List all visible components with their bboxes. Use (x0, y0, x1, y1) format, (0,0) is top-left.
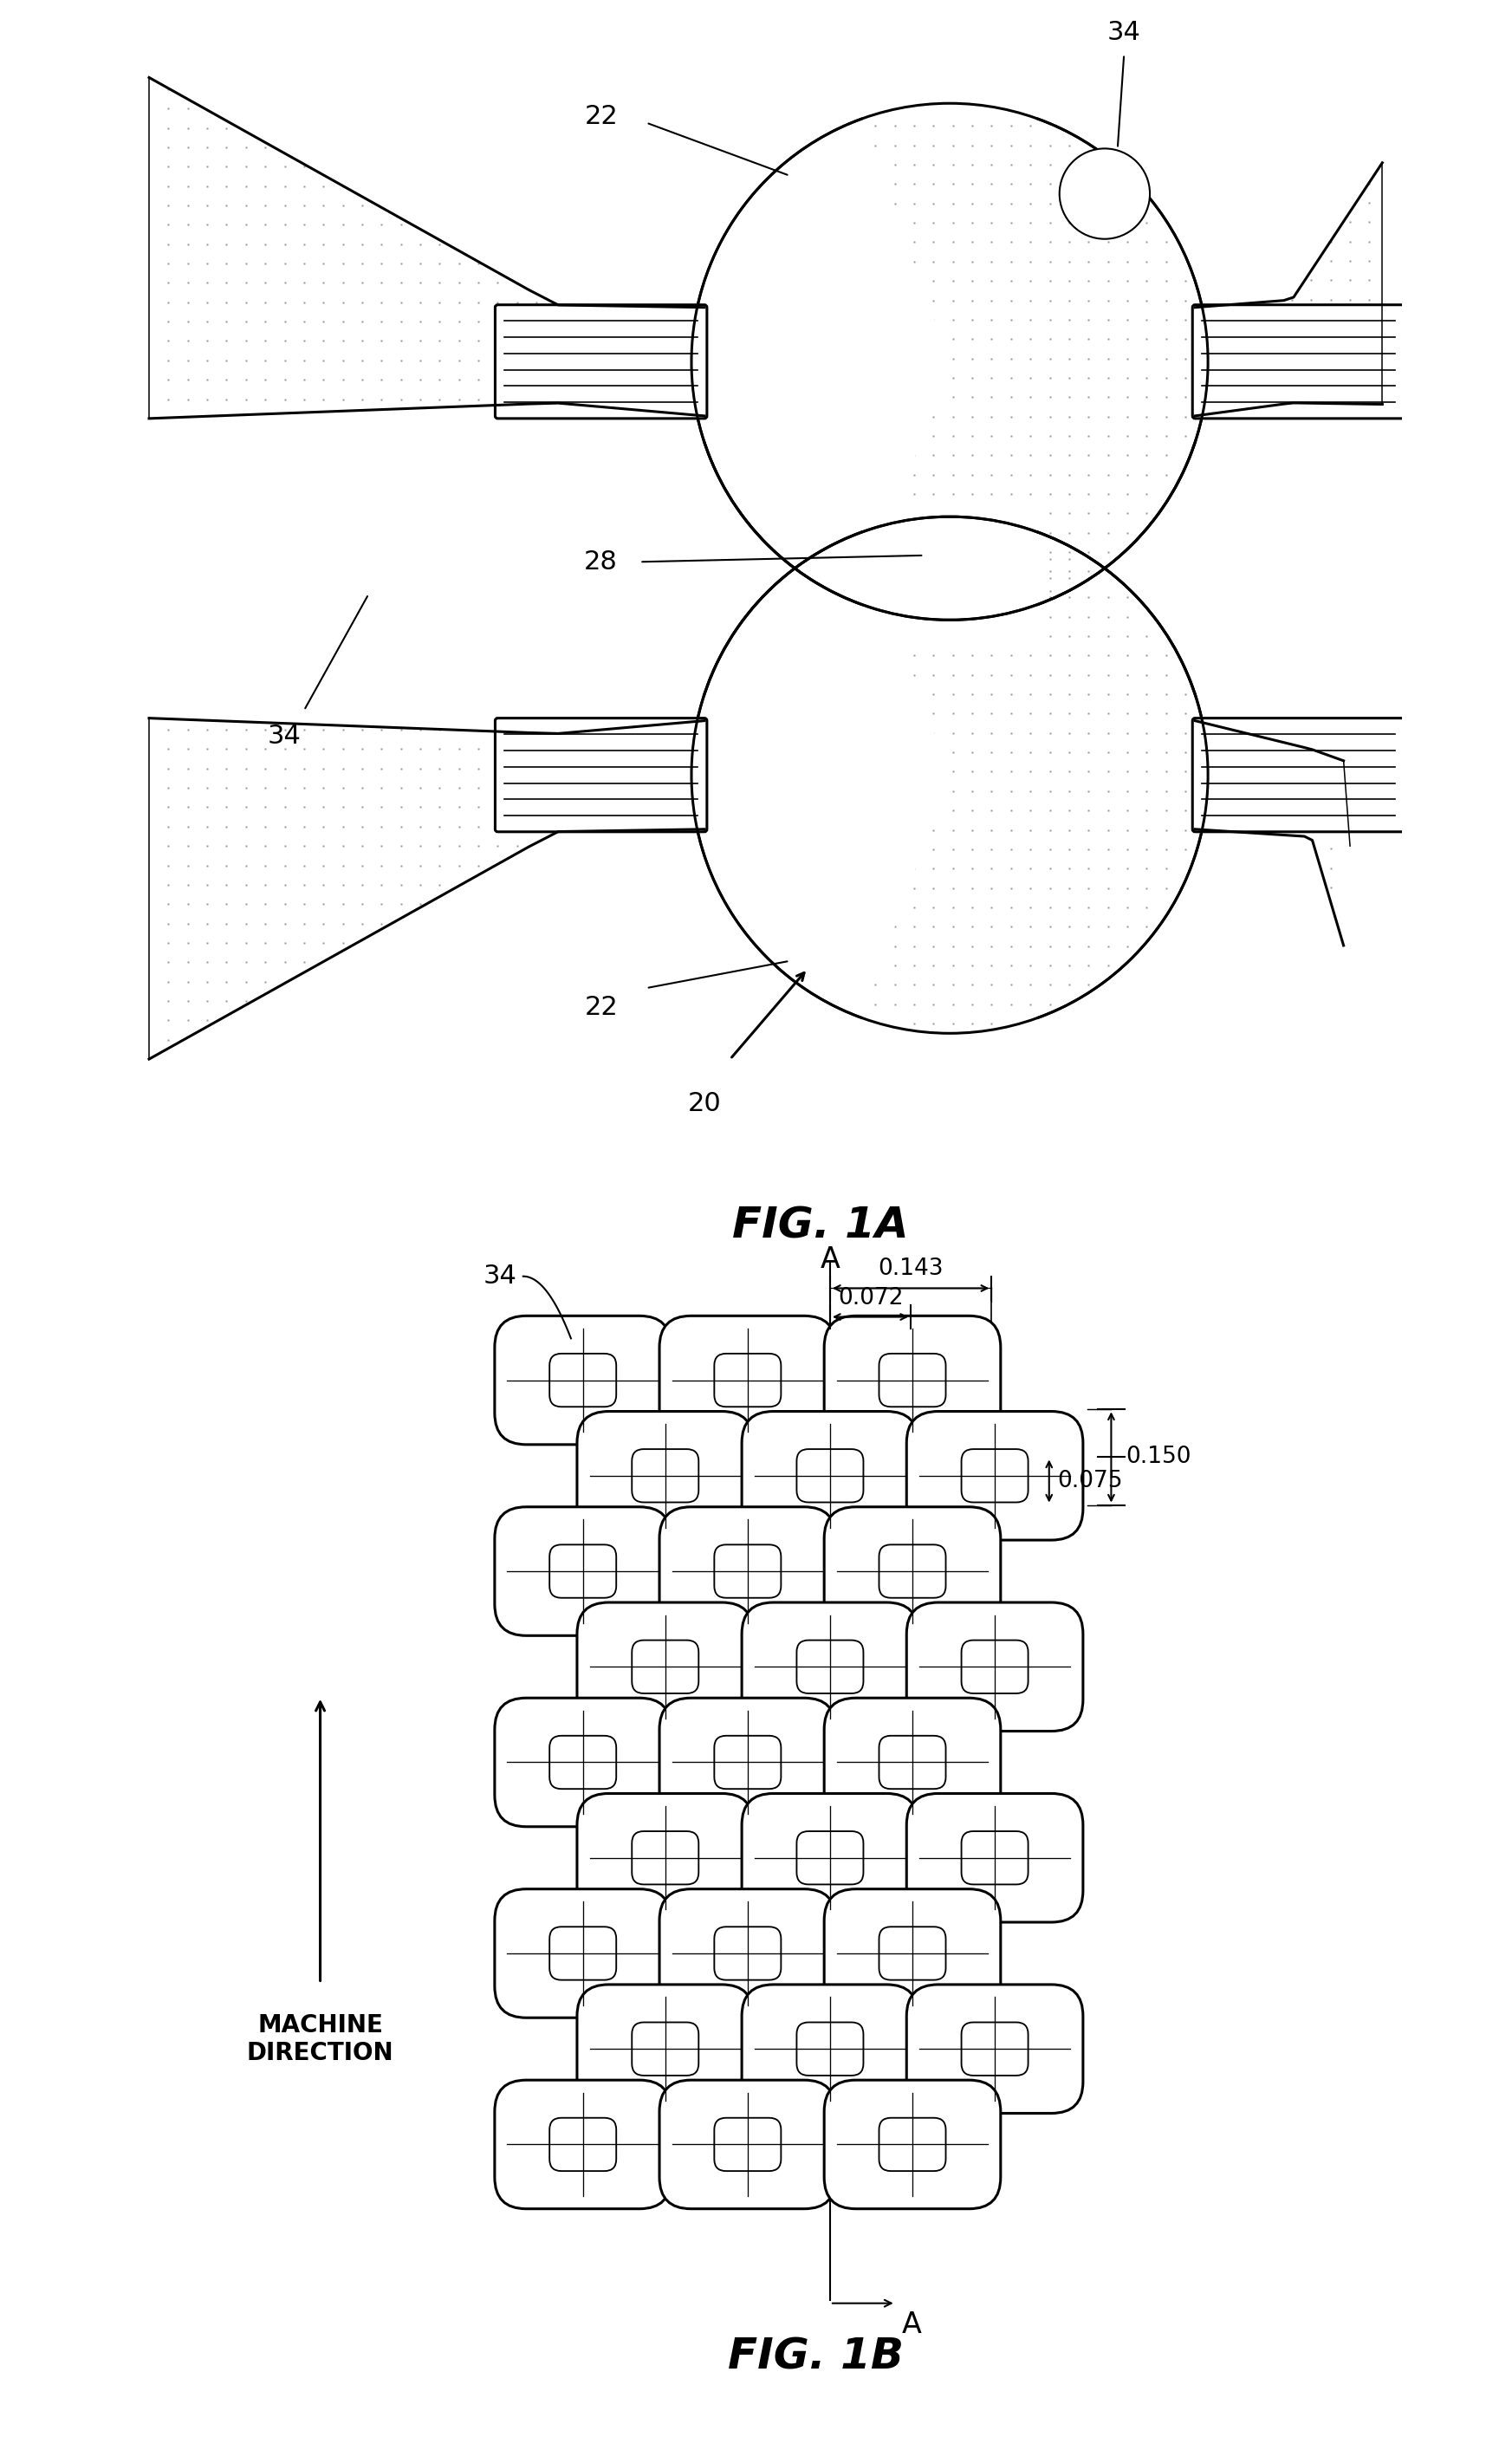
FancyBboxPatch shape (742, 1411, 918, 1540)
FancyBboxPatch shape (907, 1411, 1083, 1540)
FancyBboxPatch shape (878, 1928, 947, 1979)
FancyBboxPatch shape (824, 2081, 1001, 2208)
FancyBboxPatch shape (714, 1928, 782, 1979)
FancyBboxPatch shape (632, 1830, 699, 1884)
Text: 0.072: 0.072 (838, 1287, 903, 1309)
FancyBboxPatch shape (878, 1353, 947, 1406)
FancyBboxPatch shape (659, 1506, 836, 1635)
FancyBboxPatch shape (797, 1830, 863, 1884)
FancyBboxPatch shape (494, 1699, 671, 1828)
Wedge shape (694, 122, 950, 602)
FancyBboxPatch shape (632, 2023, 699, 2076)
FancyBboxPatch shape (632, 1450, 699, 1501)
FancyBboxPatch shape (742, 1984, 918, 2113)
FancyBboxPatch shape (578, 1604, 753, 1730)
FancyBboxPatch shape (824, 1316, 1001, 1445)
FancyBboxPatch shape (632, 1640, 699, 1694)
Text: FIG. 1B: FIG. 1B (727, 2335, 904, 2379)
Text: 0.143: 0.143 (878, 1257, 943, 1279)
Text: FIG. 1A: FIG. 1A (732, 1204, 909, 1245)
Text: 0.075: 0.075 (1057, 1470, 1123, 1491)
FancyBboxPatch shape (659, 1699, 836, 1828)
Text: 34: 34 (1107, 19, 1142, 44)
FancyBboxPatch shape (659, 2081, 836, 2208)
FancyBboxPatch shape (494, 305, 708, 419)
FancyBboxPatch shape (549, 1735, 617, 1789)
FancyBboxPatch shape (494, 719, 708, 831)
FancyBboxPatch shape (824, 1699, 1001, 1828)
FancyBboxPatch shape (714, 1545, 782, 1599)
FancyBboxPatch shape (659, 1316, 836, 1445)
FancyBboxPatch shape (962, 2023, 1028, 2076)
Text: MACHINE
DIRECTION: MACHINE DIRECTION (246, 2013, 393, 2067)
FancyBboxPatch shape (714, 2118, 782, 2171)
FancyBboxPatch shape (578, 1984, 753, 2113)
FancyBboxPatch shape (494, 1316, 671, 1445)
FancyBboxPatch shape (824, 1889, 1001, 2018)
FancyBboxPatch shape (659, 1889, 836, 2018)
Circle shape (1060, 149, 1149, 239)
FancyBboxPatch shape (962, 1830, 1028, 1884)
Text: 34: 34 (268, 724, 301, 748)
FancyBboxPatch shape (578, 1411, 753, 1540)
Text: 0.150: 0.150 (1125, 1445, 1191, 1470)
Text: A: A (820, 1245, 841, 1275)
FancyBboxPatch shape (907, 1794, 1083, 1923)
FancyBboxPatch shape (797, 1450, 863, 1501)
FancyBboxPatch shape (878, 1545, 947, 1599)
FancyBboxPatch shape (714, 1735, 782, 1789)
Circle shape (691, 102, 1208, 619)
Text: A: A (901, 2310, 921, 2340)
FancyBboxPatch shape (824, 1506, 1001, 1635)
FancyBboxPatch shape (907, 1604, 1083, 1730)
FancyBboxPatch shape (494, 1889, 671, 2018)
FancyBboxPatch shape (742, 1604, 918, 1730)
FancyBboxPatch shape (797, 1640, 863, 1694)
FancyBboxPatch shape (714, 1353, 782, 1406)
FancyBboxPatch shape (859, 497, 1040, 638)
Polygon shape (150, 78, 705, 419)
FancyBboxPatch shape (878, 1735, 947, 1789)
FancyBboxPatch shape (549, 1353, 617, 1406)
FancyBboxPatch shape (962, 1640, 1028, 1694)
Text: 34: 34 (484, 1265, 517, 1289)
Polygon shape (150, 719, 705, 1060)
FancyBboxPatch shape (494, 1506, 671, 1635)
FancyBboxPatch shape (1193, 719, 1405, 831)
FancyBboxPatch shape (797, 2023, 863, 2076)
FancyBboxPatch shape (578, 1794, 753, 1923)
Text: 28: 28 (584, 548, 618, 575)
FancyBboxPatch shape (549, 1928, 617, 1979)
FancyBboxPatch shape (494, 2081, 671, 2208)
FancyBboxPatch shape (907, 1984, 1083, 2113)
Text: 22: 22 (584, 105, 618, 129)
Circle shape (691, 517, 1208, 1033)
Polygon shape (1194, 163, 1382, 417)
FancyBboxPatch shape (549, 1545, 617, 1599)
FancyBboxPatch shape (878, 2118, 947, 2171)
Polygon shape (1194, 721, 1344, 946)
FancyBboxPatch shape (549, 2118, 617, 2171)
FancyBboxPatch shape (1193, 305, 1405, 419)
Wedge shape (694, 534, 950, 1016)
Text: 20: 20 (688, 1092, 721, 1116)
FancyBboxPatch shape (962, 1450, 1028, 1501)
Text: 22: 22 (584, 994, 618, 1021)
FancyBboxPatch shape (742, 1794, 918, 1923)
